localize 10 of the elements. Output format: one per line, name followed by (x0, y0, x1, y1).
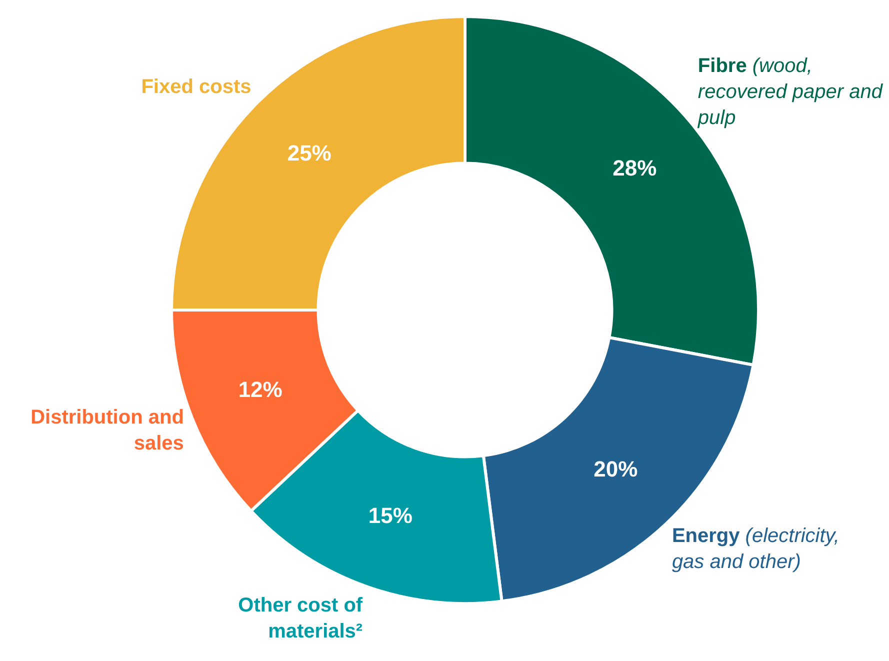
slice-label: Distribution and sales (30, 406, 184, 455)
data-label: 28% (612, 156, 657, 181)
slice-label: Fibre (wood, recovered paper and pulp (698, 55, 882, 130)
data-label: 15% (368, 503, 412, 528)
slice-label: Fixed costs (141, 76, 252, 98)
data-label: 12% (238, 377, 282, 402)
slice-label: Energy (electricity, gas and other) (672, 525, 840, 574)
data-label: 20% (594, 456, 638, 482)
data-label: 25% (287, 140, 332, 166)
slice-label: Other cost of materials² (238, 594, 363, 643)
